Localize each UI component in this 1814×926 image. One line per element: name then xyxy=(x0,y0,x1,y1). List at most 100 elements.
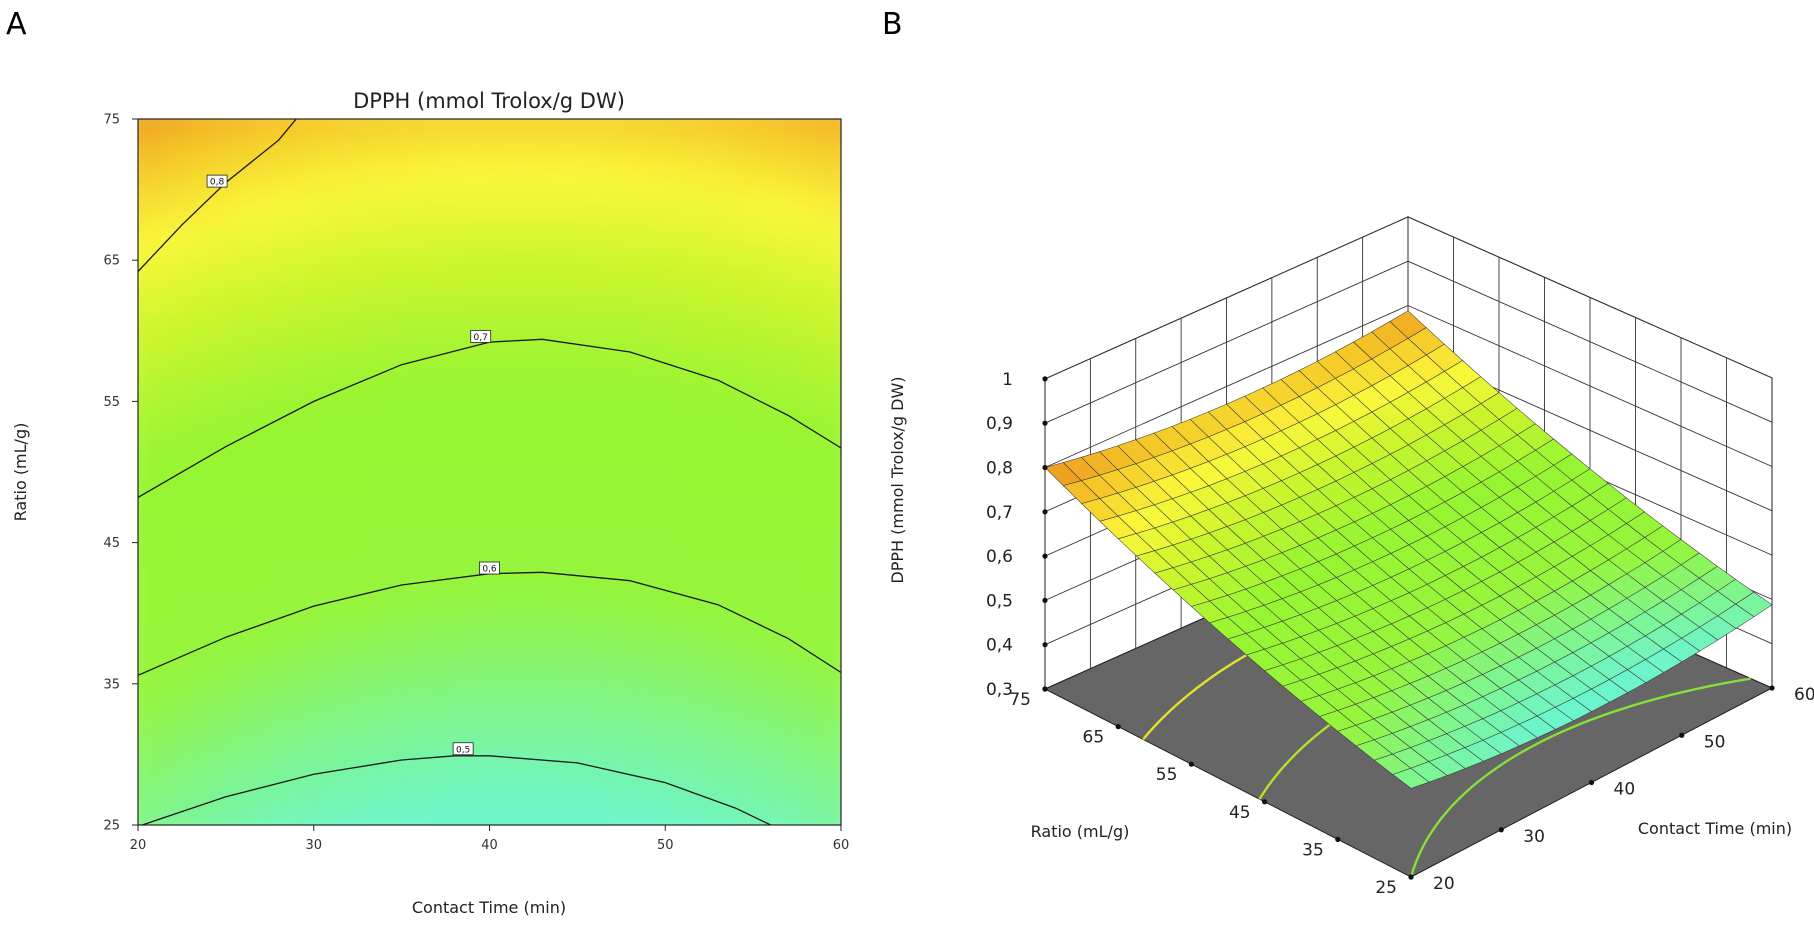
surface-z-ticks: 0,3 0,4 0,5 0,6 0,7 0,8 0,9 1 xyxy=(986,370,1048,700)
contour-color-cell xyxy=(396,285,429,318)
contour-color-cell xyxy=(303,596,336,629)
contour-color-cell xyxy=(138,503,150,536)
contour-color-cell xyxy=(334,689,367,722)
contour-color-cell xyxy=(799,503,832,536)
contour-y-tick-label: 75 xyxy=(103,113,120,128)
contour-color-cell xyxy=(489,347,522,380)
contour-color-cell xyxy=(334,316,367,349)
contour-color-cell xyxy=(675,596,708,629)
contour-color-cell xyxy=(303,192,336,225)
contour-color-cell xyxy=(582,658,615,691)
contour-color-cell xyxy=(799,627,832,660)
contour-color-cell xyxy=(334,627,367,660)
z-tick-label: 0,5 xyxy=(986,591,1013,611)
contour-color-cell xyxy=(241,689,274,722)
contour-color-cell xyxy=(138,223,150,256)
contour-color-cell xyxy=(799,440,832,473)
z-tick-label: 0,7 xyxy=(986,503,1013,523)
z-tick-label: 0,8 xyxy=(986,459,1013,479)
contour-color-cell xyxy=(179,161,212,194)
contour-color-cell xyxy=(551,751,584,784)
contour-color-cell xyxy=(241,658,274,691)
contour-color-cell xyxy=(138,285,150,318)
contour-color-cell xyxy=(489,503,522,536)
contour-color-cell xyxy=(799,347,832,380)
contour-color-cell xyxy=(520,720,553,753)
contour-color-cell xyxy=(644,119,677,132)
contour-color-cell xyxy=(768,192,801,225)
contour-color-cell xyxy=(149,720,181,753)
contour-x-tick-label: 40 xyxy=(481,838,498,853)
contour-color-cell xyxy=(241,627,274,660)
contour-color-cell xyxy=(179,130,212,163)
contour-color-cell xyxy=(241,223,274,256)
x-tick-mark xyxy=(1679,732,1685,738)
contour-color-cell xyxy=(179,751,212,784)
contour-color-cell xyxy=(799,285,832,318)
contour-color-cell xyxy=(582,565,615,598)
contour-color-cell xyxy=(458,223,491,256)
contour-color-cell xyxy=(582,285,615,318)
z-tick-mark xyxy=(1042,597,1048,604)
contour-label: 0,8 xyxy=(210,178,225,188)
contour-color-cell xyxy=(179,119,212,132)
contour-color-cell xyxy=(303,565,336,598)
contour-color-cell xyxy=(334,285,367,318)
contour-color-cell xyxy=(644,720,677,753)
contour-color-cell xyxy=(365,130,398,163)
contour-color-cell xyxy=(551,472,584,505)
contour-color-cell xyxy=(551,596,584,629)
contour-color-cell xyxy=(138,347,150,380)
contour-color-cell xyxy=(799,534,832,567)
contour-color-cell xyxy=(427,223,460,256)
contour-color-cell xyxy=(706,565,739,598)
contour-color-cell xyxy=(830,472,841,505)
contour-color-cell xyxy=(830,161,841,194)
contour-color-cell xyxy=(396,534,429,567)
contour-color-cell xyxy=(644,503,677,536)
contour-color-cell xyxy=(138,720,150,753)
contour-color-cell xyxy=(365,316,398,349)
contour-color-cell xyxy=(179,378,212,411)
contour-color-cell xyxy=(644,472,677,505)
contour-color-cell xyxy=(396,409,429,442)
contour-color-cell xyxy=(551,720,584,753)
contour-color-cell xyxy=(613,161,646,194)
contour-color-cell xyxy=(149,161,181,194)
contour-color-cell xyxy=(520,534,553,567)
contour-color-cell xyxy=(396,316,429,349)
contour-color-cell xyxy=(737,130,770,163)
contour-color-cell xyxy=(706,409,739,442)
y-tick-label: 45 xyxy=(1229,803,1251,823)
floor-contour-line xyxy=(1409,677,1751,878)
y-tick-mark xyxy=(1042,686,1048,692)
contour-color-cell xyxy=(737,378,770,411)
contour-color-cell xyxy=(210,347,243,380)
contour-color-cell xyxy=(582,627,615,660)
x-tick-mark xyxy=(1769,685,1775,691)
contour-color-cell xyxy=(768,782,801,815)
contour-color-cell xyxy=(582,347,615,380)
contour-color-cell xyxy=(613,472,646,505)
contour-color-cell xyxy=(272,565,305,598)
contour-color-cell xyxy=(768,565,801,598)
contour-color-cell xyxy=(489,813,522,825)
contour-color-cell xyxy=(303,689,336,722)
contour-color-cell xyxy=(613,409,646,442)
z-tick-label: 0,6 xyxy=(986,547,1013,567)
contour-color-cell xyxy=(179,596,212,629)
contour-color-cell xyxy=(706,503,739,536)
contour-color-cell xyxy=(241,316,274,349)
contour-color-cell xyxy=(675,534,708,567)
contour-color-cell xyxy=(241,161,274,194)
contour-y-ticks: 25 35 45 55 65 75 xyxy=(103,113,138,834)
contour-color-cell xyxy=(675,440,708,473)
contour-color-cell xyxy=(458,813,491,825)
contour-color-cell xyxy=(551,130,584,163)
contour-color-cell xyxy=(613,119,646,132)
contour-color-cell xyxy=(768,472,801,505)
contour-chart: DPPH (mmol Trolox/g DW) 0,8 0,7 0,6 0,5 20 3… xyxy=(11,89,849,917)
contour-color-cell xyxy=(799,254,832,287)
contour-color-cell xyxy=(396,347,429,380)
contour-color-cell xyxy=(582,596,615,629)
